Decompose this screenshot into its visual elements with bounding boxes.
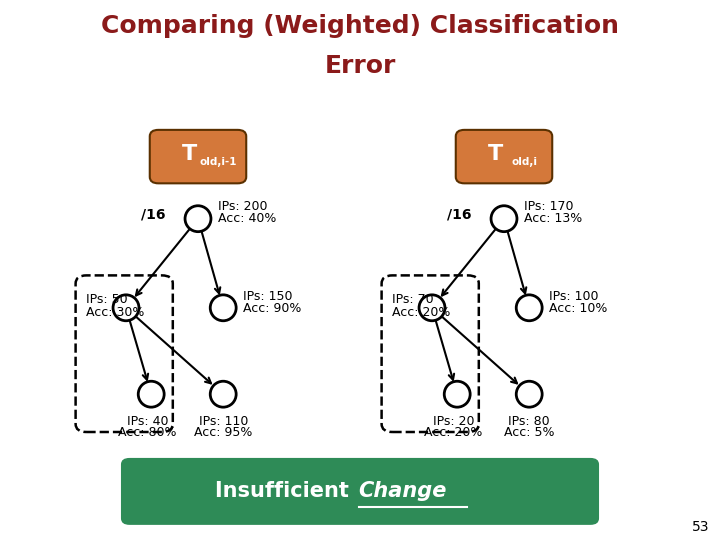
Text: Acc: 80%: Acc: 80% xyxy=(118,426,177,438)
FancyBboxPatch shape xyxy=(121,458,599,525)
Text: Insufficient: Insufficient xyxy=(215,481,356,502)
Text: Acc: 30%: Acc: 30% xyxy=(86,306,145,319)
Ellipse shape xyxy=(419,295,445,321)
Text: Acc: 95%: Acc: 95% xyxy=(194,426,253,438)
Text: Acc: 13%: Acc: 13% xyxy=(524,212,582,225)
Ellipse shape xyxy=(185,206,211,232)
Text: IPs: 80: IPs: 80 xyxy=(508,415,550,428)
Ellipse shape xyxy=(516,381,542,407)
Text: Acc: 10%: Acc: 10% xyxy=(549,302,608,315)
Ellipse shape xyxy=(113,295,139,321)
Text: Acc: 40%: Acc: 40% xyxy=(218,212,276,225)
Text: Acc: 20%: Acc: 20% xyxy=(424,426,483,438)
Text: Acc: 5%: Acc: 5% xyxy=(504,426,554,438)
Text: T: T xyxy=(181,144,197,164)
Text: IPs: 50: IPs: 50 xyxy=(86,293,128,306)
FancyBboxPatch shape xyxy=(456,130,552,184)
Text: IPs: 170: IPs: 170 xyxy=(524,200,574,213)
Ellipse shape xyxy=(491,206,517,232)
Text: IPs: 110: IPs: 110 xyxy=(199,415,248,428)
Text: IPs: 150: IPs: 150 xyxy=(243,291,293,303)
Text: 53: 53 xyxy=(692,519,709,534)
Ellipse shape xyxy=(210,381,236,407)
Text: IPs: 70: IPs: 70 xyxy=(392,293,434,306)
Text: IPs: 40: IPs: 40 xyxy=(127,415,168,428)
Ellipse shape xyxy=(516,295,542,321)
Text: Acc: 20%: Acc: 20% xyxy=(392,306,451,319)
Ellipse shape xyxy=(210,295,236,321)
Text: Acc: 90%: Acc: 90% xyxy=(243,302,302,315)
Text: T: T xyxy=(487,144,503,164)
Text: IPs: 20: IPs: 20 xyxy=(433,415,474,428)
Text: Comparing (Weighted) Classification: Comparing (Weighted) Classification xyxy=(101,14,619,37)
Text: old,i-1: old,i-1 xyxy=(199,157,237,167)
Text: old,i: old,i xyxy=(511,157,537,167)
Text: IPs: 100: IPs: 100 xyxy=(549,291,599,303)
Ellipse shape xyxy=(138,381,164,407)
Text: Error: Error xyxy=(324,54,396,78)
FancyBboxPatch shape xyxy=(150,130,246,184)
Text: /16: /16 xyxy=(447,208,472,222)
Ellipse shape xyxy=(444,381,470,407)
Text: IPs: 200: IPs: 200 xyxy=(218,200,268,213)
Text: /16: /16 xyxy=(141,208,166,222)
Text: Change: Change xyxy=(359,481,447,502)
